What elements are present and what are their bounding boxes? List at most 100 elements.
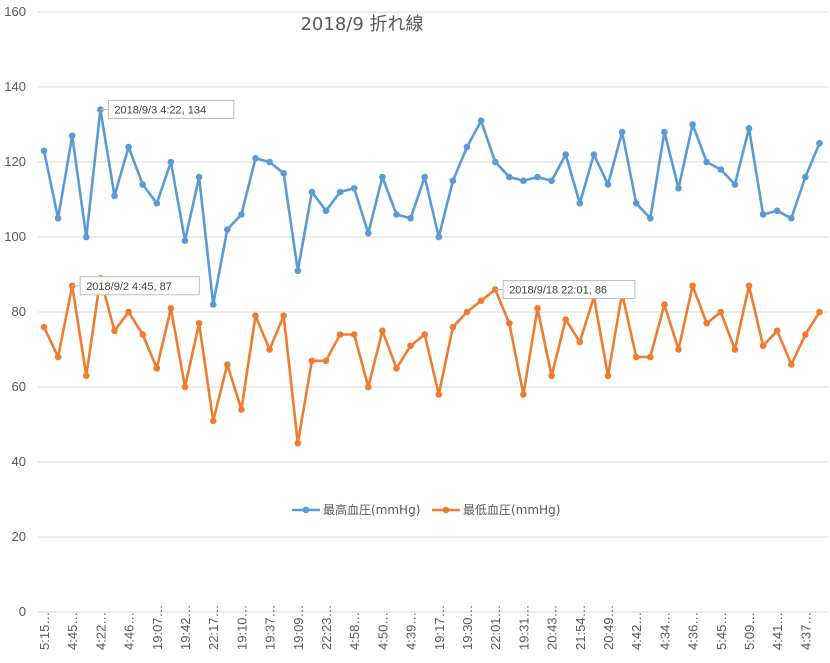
data-point: [590, 151, 598, 158]
data-point: [477, 117, 485, 125]
x-tick-label: 4:58…: [347, 612, 362, 650]
y-tick-label: 0: [19, 604, 26, 619]
data-point: [802, 331, 809, 338]
data-point: [238, 211, 245, 218]
series-line-0: [42, 108, 821, 306]
data-point: [40, 323, 48, 331]
y-tick-label: 80: [12, 304, 26, 319]
data-point: [365, 383, 372, 391]
data-point: [266, 158, 273, 166]
x-tick-label: 19:30…: [460, 604, 475, 650]
data-point: [520, 391, 527, 398]
series-line-1: [42, 276, 821, 445]
data-point: [534, 173, 541, 181]
data-point: [745, 282, 753, 290]
data-point: [802, 173, 809, 181]
data-point: [618, 128, 626, 136]
data-point: [548, 372, 555, 380]
data-point: [647, 353, 654, 361]
data-point: [350, 184, 358, 192]
data-point: [294, 267, 302, 275]
data-point: [816, 139, 823, 147]
data-point: [181, 237, 189, 245]
data-point: [308, 188, 316, 196]
data-point: [661, 301, 668, 308]
data-point: [731, 181, 739, 188]
data-point: [195, 173, 203, 181]
data-point: [153, 199, 161, 207]
data-point: [731, 346, 739, 353]
data-callouts: 2018/9/3 4:22, 134 2018/9/2 4:45, 87 2018/…: [72, 100, 636, 299]
data-point: [703, 319, 710, 327]
data-point: [576, 338, 584, 346]
data-point: [449, 323, 457, 331]
data-point: [816, 308, 823, 316]
x-tick-label: 21:54…: [573, 604, 588, 650]
data-point: [717, 308, 725, 316]
data-point: [421, 173, 429, 181]
data-point: [604, 181, 612, 188]
data-point: [379, 327, 386, 335]
data-point: [252, 154, 259, 162]
data-point: [83, 233, 90, 241]
data-point: [111, 192, 118, 200]
data-point: [308, 357, 316, 365]
data-point: [54, 214, 62, 222]
data-point: [336, 331, 344, 338]
x-tick-label: 4:34…: [657, 612, 672, 650]
callout-label: 2018/9/2 4:45, 87: [86, 281, 172, 293]
data-point: [209, 417, 217, 425]
x-tick-label: 4:46…: [122, 612, 137, 650]
data-point: [435, 233, 443, 241]
x-tick-label: 5:09…: [742, 612, 757, 650]
x-axis: 5:15… 4:45… 4:22… 4:46… 19:07… 19:42… 22:17… 19…: [37, 604, 813, 650]
data-point: [350, 331, 358, 338]
data-point: [506, 173, 513, 181]
data-point: [632, 353, 640, 361]
data-point: [463, 308, 471, 316]
y-tick-label: 140: [4, 79, 26, 94]
data-point: [224, 361, 231, 368]
y-tick-label: 160: [4, 4, 26, 19]
data-point: [647, 214, 654, 222]
data-point: [576, 199, 584, 207]
data-point: [379, 173, 386, 181]
legend-marker: [442, 506, 450, 514]
data-point: [435, 391, 443, 398]
data-point: [773, 327, 781, 335]
legend-label: 最低血圧(mmHg): [463, 503, 560, 517]
data-point: [548, 177, 555, 185]
data-point: [294, 439, 302, 447]
data-point: [534, 304, 541, 312]
x-tick-label: 4:36…: [686, 612, 701, 650]
data-point: [477, 297, 485, 305]
y-axis: 0 20 40 60 80 100 120 140 160: [4, 4, 26, 619]
x-tick-label: 20:49…: [601, 604, 616, 650]
data-point: [788, 361, 795, 368]
data-point: [675, 346, 682, 353]
data-point: [280, 169, 288, 177]
x-tick-label: 5:15…: [37, 612, 52, 650]
data-point: [562, 316, 569, 323]
x-tick-label: 4:50…: [375, 612, 390, 650]
data-point: [153, 364, 161, 372]
x-tick-label: 4:41…: [770, 612, 785, 650]
data-point: [181, 383, 189, 391]
data-point: [773, 207, 781, 215]
data-point: [83, 372, 90, 380]
x-tick-label: 5:45…: [714, 612, 729, 650]
data-point: [632, 199, 640, 207]
data-point: [54, 353, 62, 361]
data-point: [759, 342, 767, 350]
data-point: [336, 188, 344, 196]
data-point: [421, 331, 429, 338]
legend-label: 最高血圧(mmHg): [323, 502, 420, 517]
x-tick-label: 20:43…: [545, 604, 560, 650]
data-point: [788, 214, 795, 222]
data-point: [407, 214, 414, 222]
y-tick-label: 120: [4, 154, 26, 169]
data-point: [266, 346, 273, 353]
data-point: [703, 158, 710, 166]
callout-label: 2018/9/3 4:22, 134: [114, 105, 206, 117]
